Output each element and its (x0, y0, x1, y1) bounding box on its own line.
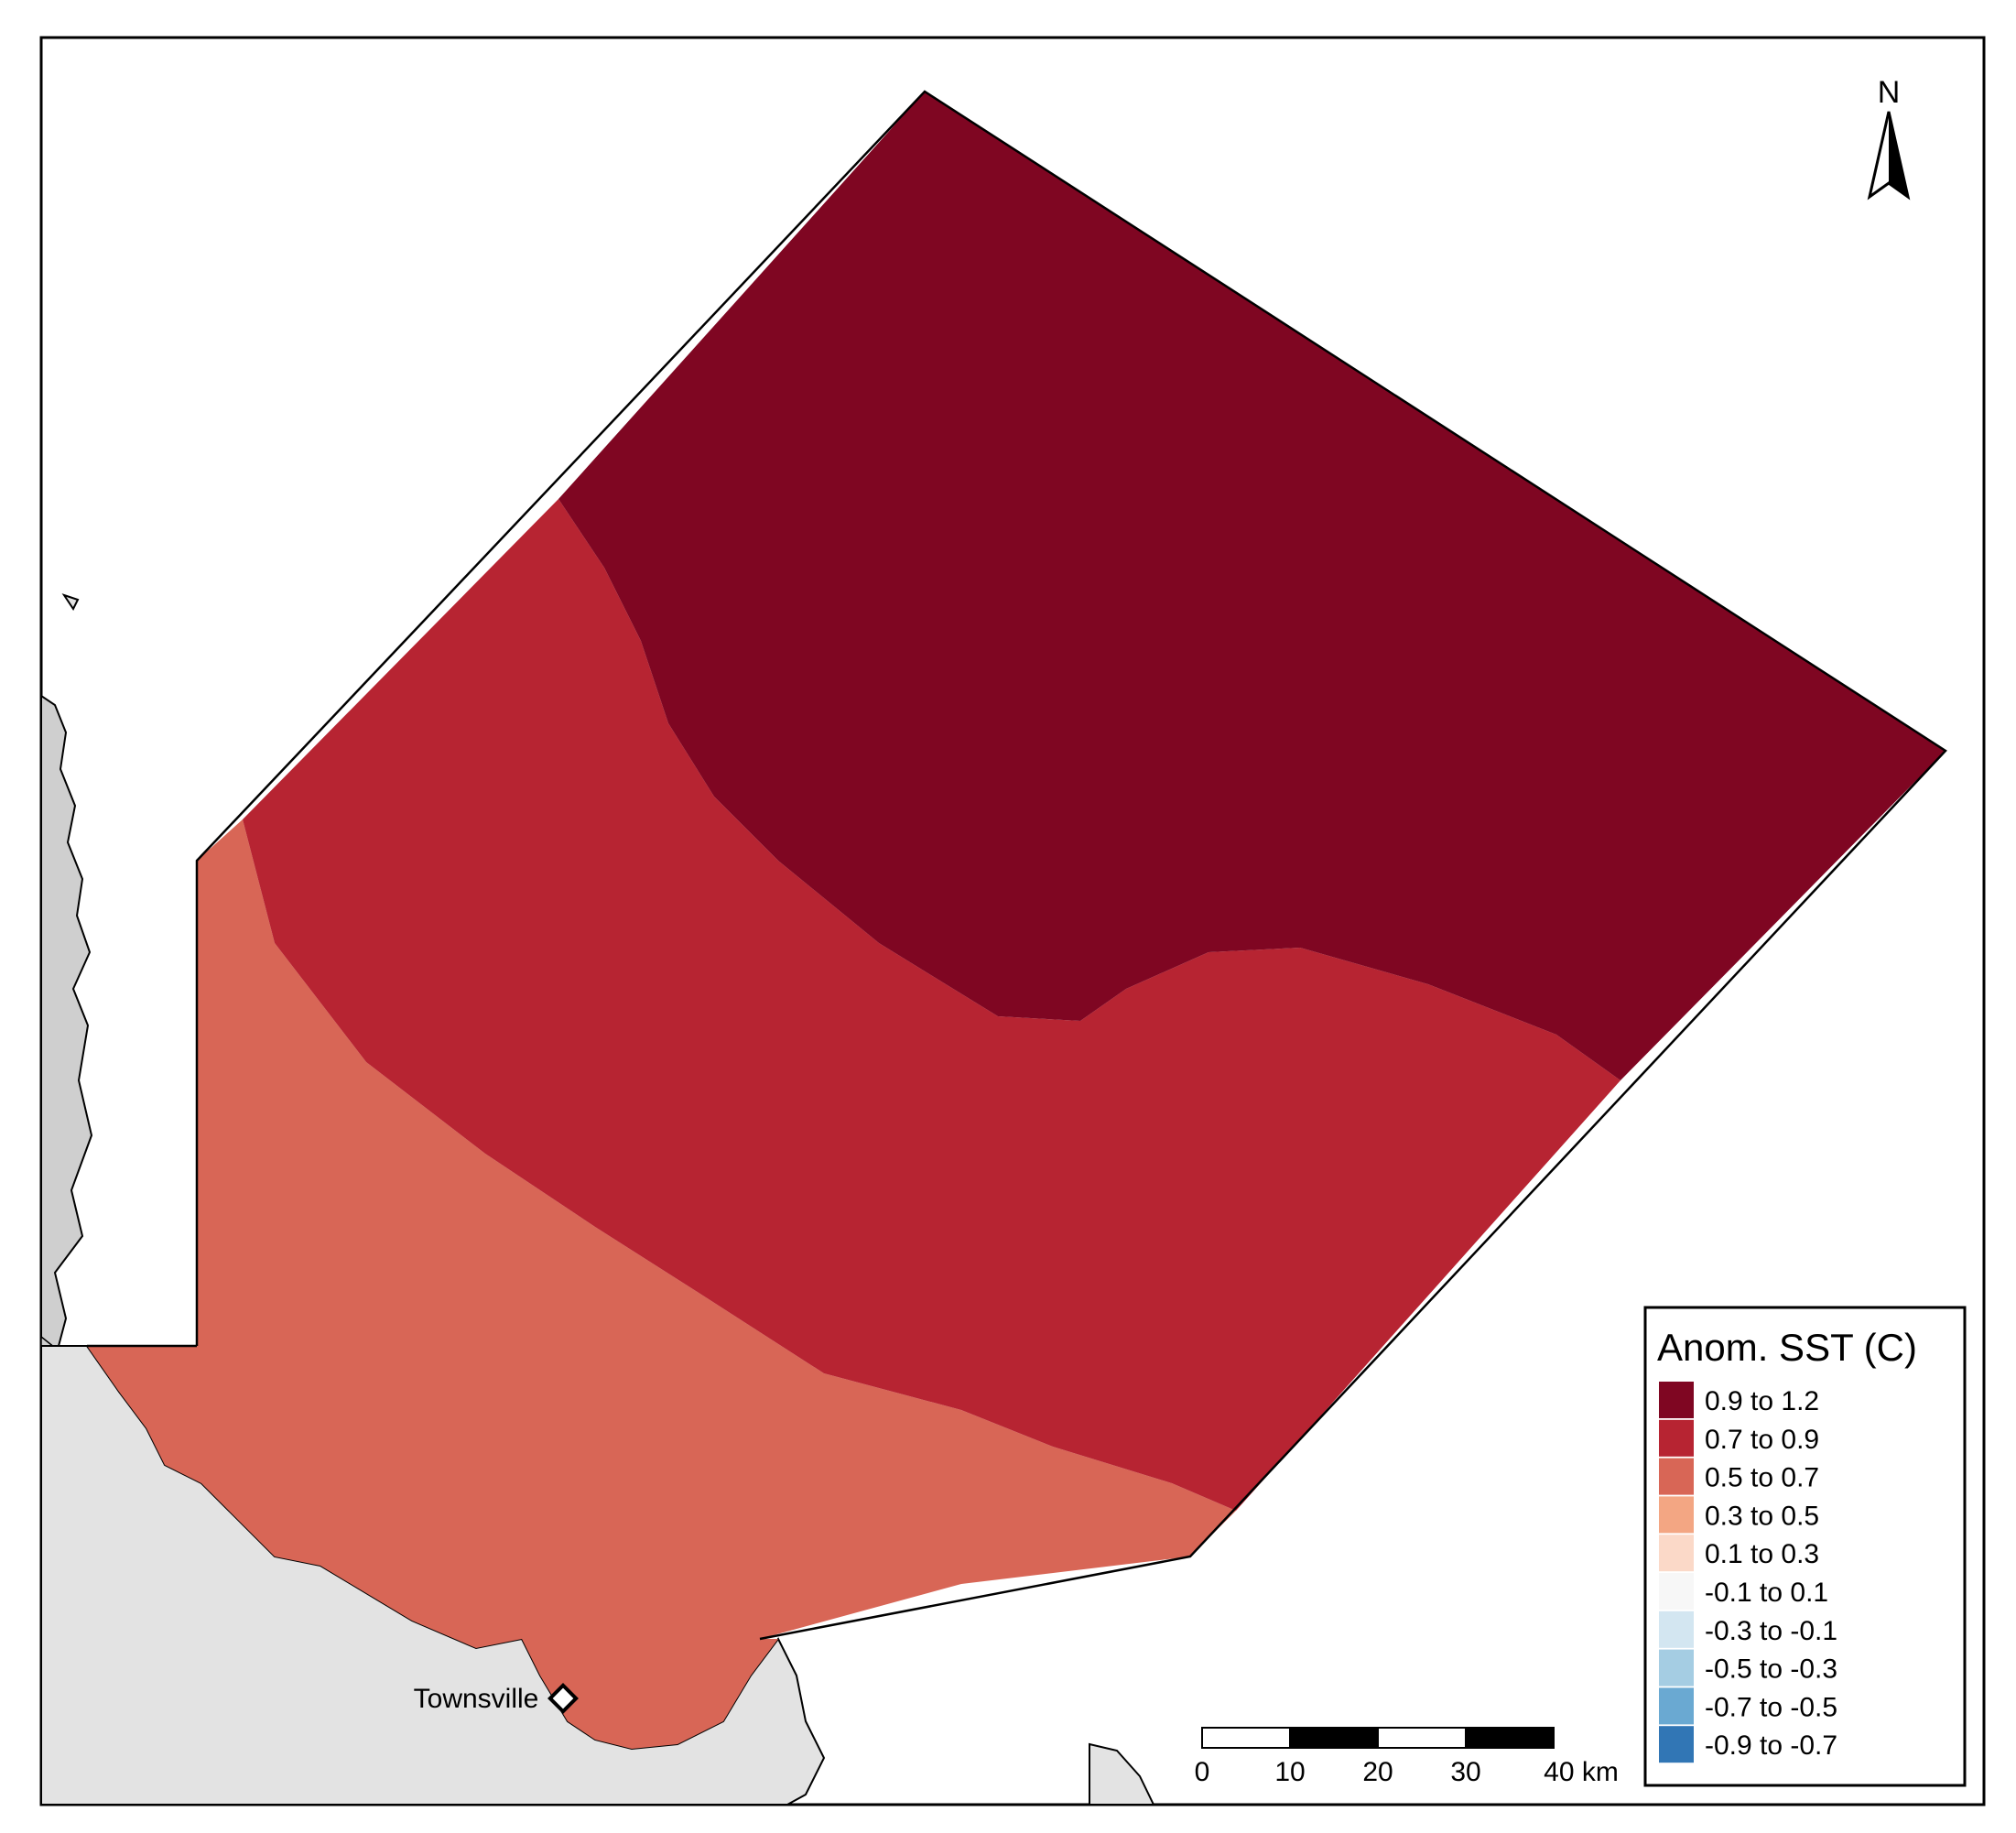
island-small-7 (61, 593, 80, 611)
scale-tick-0: 0 (1195, 1757, 1210, 1787)
legend-label: 0.5 to 0.7 (1705, 1463, 1819, 1493)
legend-swatch (1659, 1649, 1694, 1687)
legend-label: -0.3 to -0.1 (1705, 1616, 1837, 1646)
scale-bar: 0 10 20 30 40 km (1195, 1727, 1619, 1787)
legend-swatch (1659, 1458, 1694, 1495)
scale-tick-20: 20 (1362, 1757, 1393, 1787)
legend-label: 0.7 to 0.9 (1705, 1425, 1819, 1455)
legend-label: 0.9 to 1.2 (1705, 1386, 1819, 1416)
legend-swatch (1659, 1419, 1694, 1457)
scale-tick-30: 30 (1450, 1757, 1480, 1787)
southern-mainland-east (1089, 1742, 1155, 1806)
legend-swatch (1659, 1573, 1694, 1610)
zone-0.7-to-0.9 (243, 499, 1620, 1511)
western-land (40, 694, 93, 1393)
zone-0.9-to-1.2 (558, 92, 1946, 1080)
legend-label: 0.3 to 0.5 (1705, 1501, 1819, 1531)
scale-tick-40: 40 km (1544, 1757, 1619, 1787)
legend-swatch (1659, 1687, 1694, 1725)
sst-anomaly-raster (87, 90, 1947, 1749)
scale-tick-10: 10 (1274, 1757, 1305, 1787)
scale-segment-1 (1201, 1727, 1291, 1749)
legend-swatch (1659, 1382, 1694, 1418)
legend-label: -0.7 to -0.5 (1705, 1692, 1837, 1722)
townsville-marker: Townsville (414, 1683, 579, 1714)
legend-label: -0.1 to 0.1 (1705, 1578, 1828, 1608)
legend-swatch (1659, 1535, 1694, 1572)
north-arrow: N (1867, 75, 1911, 201)
legend-items: 0.9 to 1.2 0.7 to 0.9 0.5 to 0.7 0.3 to 0.5… (1659, 1382, 1837, 1763)
zone-0.5-to-0.7 (87, 819, 1236, 1749)
legend-box (1643, 1306, 1967, 1787)
legend-label: -0.5 to -0.3 (1705, 1654, 1837, 1685)
legend-title: Anom. SST (C) (1657, 1326, 1917, 1369)
scale-segment-3 (1377, 1727, 1467, 1749)
study-area-outline (195, 90, 1947, 1641)
place-label-townsville: Townsville (414, 1684, 539, 1714)
legend-label: 0.1 to 0.3 (1705, 1539, 1819, 1569)
legend-swatch (1659, 1496, 1694, 1534)
legend-swatch (1659, 1726, 1694, 1763)
scale-segment-2 (1289, 1727, 1379, 1749)
scale-segment-4 (1465, 1727, 1555, 1749)
north-label: N (1878, 75, 1901, 110)
legend: Anom. SST (C) 0.9 to 1.2 0.7 to 0.9 0.5 to… (1643, 1306, 1967, 1787)
legend-swatch (1659, 1611, 1694, 1648)
legend-label: -0.9 to -0.7 (1705, 1730, 1837, 1761)
diamond-marker-icon (547, 1683, 579, 1714)
